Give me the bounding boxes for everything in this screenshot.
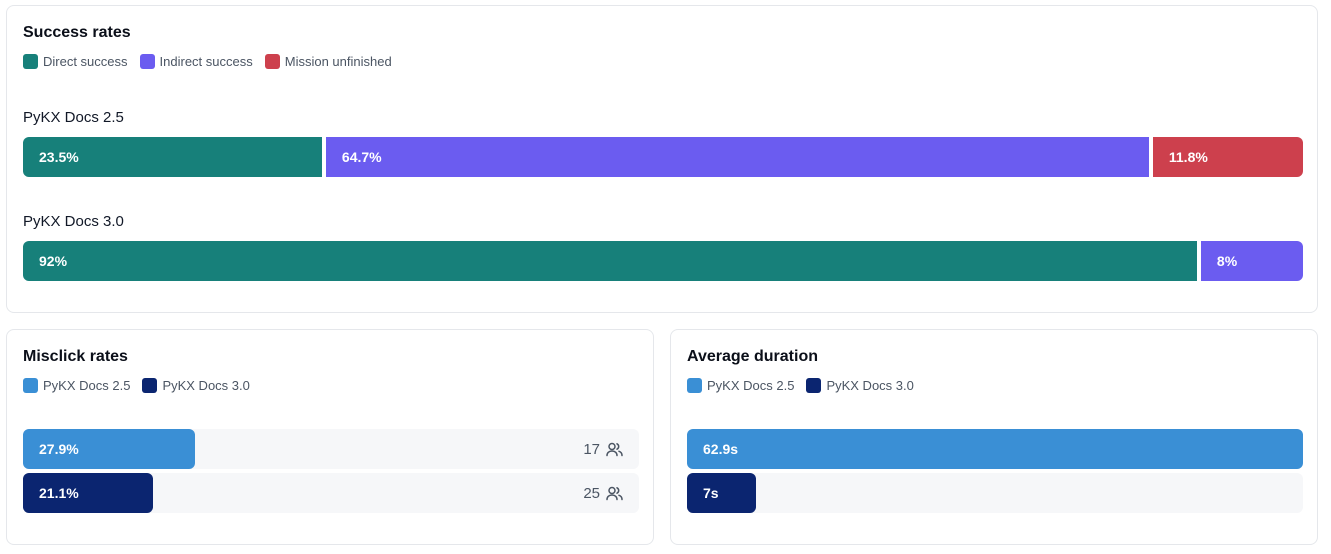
bar-value-label: 92% (39, 253, 68, 269)
success-rates-legend: Direct success Indirect success Mission … (23, 54, 392, 69)
legend-item-pykx-3-0: PyKX Docs 3.0 (142, 378, 250, 393)
bar-segment-mission-unfinished: 11.8% (1152, 137, 1303, 177)
duration-bar: 7s (687, 473, 756, 513)
participant-count: 17 (583, 429, 623, 469)
legend-label: PyKX Docs 2.5 (43, 378, 131, 393)
legend-label: Mission unfinished (284, 54, 392, 69)
success-rates-title: Success rates (23, 24, 131, 41)
legend-item-pykx-2-5: PyKX Docs 2.5 (687, 378, 794, 393)
bar-segment-direct-success: 92% (23, 241, 1197, 281)
duration-bar-track: 7s (687, 473, 1303, 513)
category-label: PyKX Docs 2.5 (23, 109, 124, 126)
category-label: PyKX Docs 3.0 (23, 213, 124, 230)
average-duration-card: Average duration PyKX Docs 2.5 PyKX Docs… (670, 329, 1318, 545)
legend-swatch (264, 54, 280, 69)
legend-swatch (687, 378, 702, 393)
average-duration-title: Average duration (687, 348, 818, 365)
bar-value-label: 21.1% (39, 485, 79, 501)
legend-swatch (23, 54, 38, 69)
legend-item-direct-success: Direct success (23, 54, 128, 69)
bar-segment-indirect-success: 64.7% (325, 137, 1149, 177)
legend-swatch (142, 378, 158, 393)
duration-bar-track: 62.9s (687, 429, 1303, 469)
bar-value-label: 23.5% (39, 149, 79, 165)
legend-label: PyKX Docs 2.5 (707, 378, 795, 393)
legend-item-pykx-3-0: PyKX Docs 3.0 (806, 378, 914, 393)
legend-swatch (23, 378, 38, 393)
participant-count-value: 25 (583, 484, 600, 502)
bar-segment-direct-success: 23.5% (23, 137, 322, 177)
legend-item-mission-unfinished: Mission unfinished (264, 54, 392, 69)
average-duration-legend: PyKX Docs 2.5 PyKX Docs 3.0 (687, 378, 914, 393)
users-icon (606, 486, 623, 500)
bar-segment-indirect-success: 8% (1200, 241, 1303, 281)
bar-value-label: 7s (703, 485, 719, 501)
legend-item-pykx-2-5: PyKX Docs 2.5 (23, 378, 130, 393)
stacked-bar-row: 23.5% 64.7% 11.8% (23, 137, 1303, 177)
bar-value-label: 62.9s (703, 441, 739, 457)
duration-bar: 62.9s (687, 429, 1303, 469)
legend-label: Direct success (43, 54, 128, 69)
legend-item-indirect-success: Indirect success (139, 54, 253, 69)
misclick-bar: 27.9% (23, 429, 195, 469)
misclick-rates-card: Misclick rates PyKX Docs 2.5 PyKX Docs 3… (6, 329, 654, 545)
misclick-bar: 21.1% (23, 473, 153, 513)
legend-label: PyKX Docs 3.0 (162, 378, 250, 393)
success-rates-card: Success rates Direct success Indirect su… (6, 5, 1318, 313)
users-icon (606, 442, 623, 456)
bar-value-label: 27.9% (39, 441, 79, 457)
misclick-bar-track: 21.1% 25 (23, 473, 639, 513)
misclick-bar-track: 27.9% 17 (23, 429, 639, 469)
participant-count: 25 (583, 473, 623, 513)
bar-value-label: 11.8% (1168, 149, 1208, 165)
legend-label: PyKX Docs 3.0 (826, 378, 914, 393)
bar-value-label: 64.7% (341, 149, 382, 165)
bar-value-label: 8% (1216, 253, 1238, 269)
legend-swatch (806, 378, 822, 393)
misclick-rates-legend: PyKX Docs 2.5 PyKX Docs 3.0 (23, 378, 250, 393)
misclick-rates-title: Misclick rates (23, 348, 128, 365)
participant-count-value: 17 (583, 440, 600, 458)
legend-swatch (139, 54, 155, 69)
stacked-bar-row: 92% 8% (23, 241, 1303, 281)
legend-label: Indirect success (159, 54, 253, 69)
